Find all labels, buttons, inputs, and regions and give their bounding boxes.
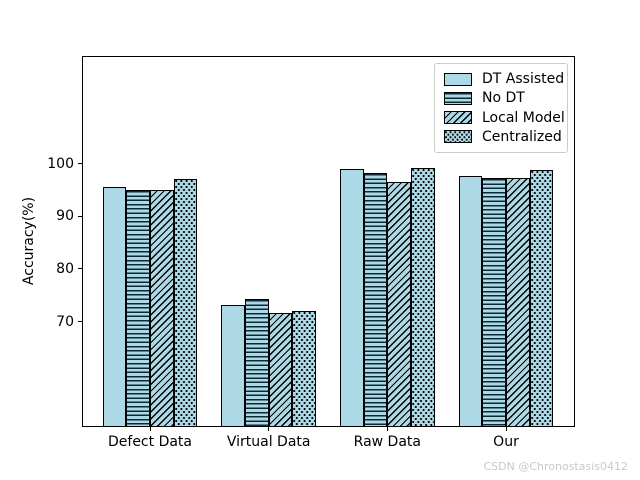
bar-dots xyxy=(410,167,435,427)
watermark: CSDN @Chronostasis0412 xyxy=(483,460,628,473)
bar-dots xyxy=(173,179,198,427)
x-tick-label: Our xyxy=(493,434,519,450)
bar-solid xyxy=(102,187,127,427)
legend-item-label: No DT xyxy=(482,90,525,107)
bar-diag xyxy=(387,181,411,427)
bar-diag xyxy=(150,189,174,427)
legend-item: DT Assisted xyxy=(444,71,564,87)
x-tick-label: Defect Data xyxy=(108,434,192,450)
legend-item-label: DT Assisted xyxy=(482,71,565,88)
bar-dots xyxy=(529,169,554,427)
legend-item: No DT xyxy=(444,90,558,106)
legend-item: Local Model xyxy=(444,110,565,126)
bar-hlines xyxy=(245,298,269,427)
x-tick-mark xyxy=(149,427,151,431)
x-tick-label: Virtual Data xyxy=(226,434,311,450)
y-tick-label: 70 xyxy=(56,313,74,330)
y-tick-label: 100 xyxy=(47,155,74,172)
legend-swatch-diag-icon xyxy=(444,111,472,125)
y-tick-label: 80 xyxy=(56,260,74,277)
bar-hlines xyxy=(482,178,506,427)
legend-item-label: Local Model xyxy=(482,109,565,126)
legend-swatch-hlines-icon xyxy=(444,91,472,105)
bar-solid xyxy=(221,304,246,427)
y-tick-mark xyxy=(78,215,82,217)
bar-diag xyxy=(506,178,530,427)
x-tick-mark xyxy=(268,427,270,431)
legend-swatch-solid-icon xyxy=(444,72,472,86)
bar-hlines xyxy=(363,172,388,427)
y-tick-label: 90 xyxy=(56,208,74,225)
y-tick-mark xyxy=(78,163,82,164)
x-tick-mark xyxy=(386,427,388,431)
bar-solid xyxy=(458,175,483,427)
x-tick-mark xyxy=(505,427,507,431)
legend-item-label: Centralized xyxy=(482,128,562,145)
bar-hlines xyxy=(126,189,150,427)
legend-item: Centralized xyxy=(444,129,562,145)
bar-diag xyxy=(268,313,293,427)
bar-dots xyxy=(292,311,316,427)
legend: DT Assisted No DT Local Model Centralized xyxy=(434,63,568,153)
y-tick-mark xyxy=(78,268,82,270)
bar-solid xyxy=(340,168,364,427)
y-tick-mark xyxy=(78,321,82,323)
legend-swatch-dots-icon xyxy=(444,130,472,144)
x-tick-label: Raw Data xyxy=(353,434,421,450)
